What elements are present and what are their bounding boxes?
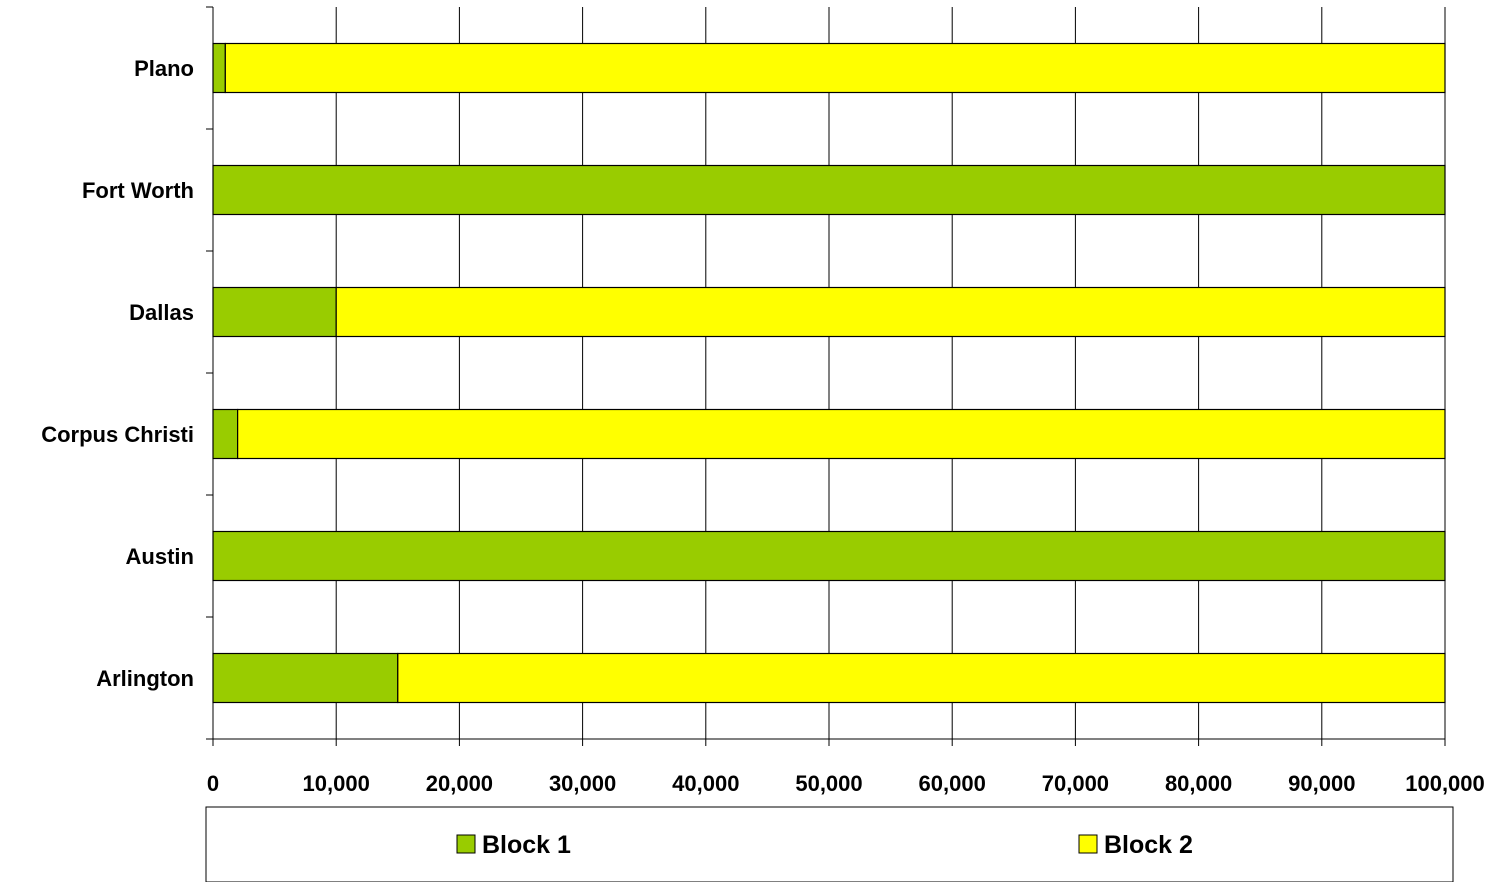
category-labels: Arlington Austin Corpus Christi Dallas Fort … xyxy=(41,56,194,691)
legend: Block 1 Block 2 xyxy=(205,806,1454,882)
category-label: Dallas xyxy=(129,300,194,325)
bar-block-1 xyxy=(212,286,337,338)
x-tick-labels: 0 10,000 20,000 30,000 40,000 50,000 60,000 70,… xyxy=(207,771,1485,796)
legend-box xyxy=(205,806,1454,882)
legend-label: Block 1 xyxy=(482,831,571,859)
bar-block-1 xyxy=(212,408,239,460)
category-label: Austin xyxy=(126,544,194,569)
axes xyxy=(206,6,1446,746)
category-label: Arlington xyxy=(96,666,194,691)
bar-block-2 xyxy=(224,42,1446,94)
x-tick-label: 50,000 xyxy=(795,771,862,796)
bar-block-1 xyxy=(212,42,226,94)
bar-block-1 xyxy=(212,164,1446,216)
x-tick-label: 100,000 xyxy=(1405,771,1485,796)
bar-block-1 xyxy=(212,530,1446,582)
x-tick-label: 30,000 xyxy=(549,771,616,796)
x-tick-label: 40,000 xyxy=(672,771,739,796)
x-tick-label: 0 xyxy=(207,771,219,796)
legend-label: Block 2 xyxy=(1104,831,1193,859)
bar-block-2 xyxy=(237,408,1446,460)
legend-swatch xyxy=(456,834,476,854)
legend-swatch xyxy=(1078,834,1098,854)
grid-lines xyxy=(335,7,1446,739)
x-tick-label: 80,000 xyxy=(1165,771,1232,796)
category-label: Fort Worth xyxy=(82,178,194,203)
category-label: Corpus Christi xyxy=(41,422,194,447)
x-tick-label: 20,000 xyxy=(426,771,493,796)
bar-block-2 xyxy=(335,286,1446,338)
x-tick-label: 10,000 xyxy=(303,771,370,796)
category-label: Plano xyxy=(134,56,194,81)
x-tick-label: 60,000 xyxy=(919,771,986,796)
x-tick-label: 70,000 xyxy=(1042,771,1109,796)
x-tick-label: 90,000 xyxy=(1288,771,1355,796)
bars xyxy=(212,42,1446,704)
bar-block-1 xyxy=(212,652,399,704)
bar-block-2 xyxy=(397,652,1446,704)
